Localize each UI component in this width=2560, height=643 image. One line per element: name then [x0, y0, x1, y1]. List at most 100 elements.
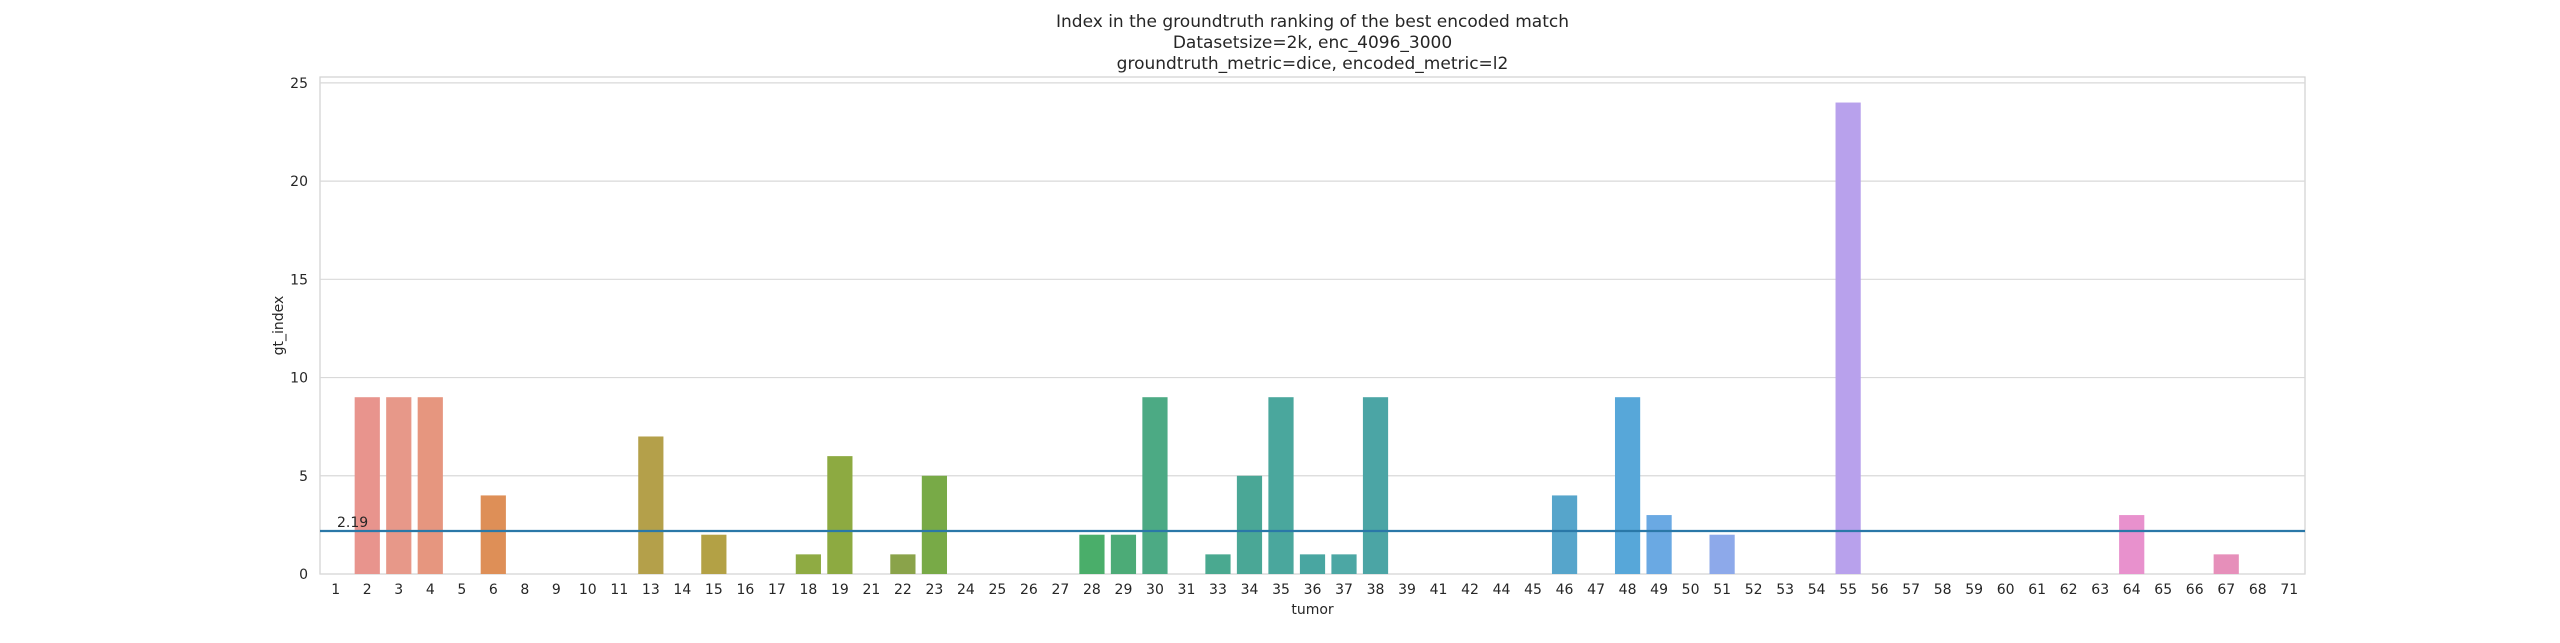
chart-title-line: groundtruth_metric=dice, encoded_metric=…: [1117, 54, 1509, 74]
x-tick-label: 60: [1997, 582, 2015, 598]
bar-19: [827, 456, 853, 574]
x-tick-label: 46: [1556, 582, 1574, 598]
chart-title-line: Datasetsize=2k, enc_4096_3000: [1173, 33, 1452, 53]
x-tick-label: 52: [1745, 582, 1763, 598]
x-tick-label: 14: [673, 582, 691, 598]
x-tick-label: 29: [1115, 582, 1133, 598]
x-tick-label: 36: [1304, 582, 1322, 598]
x-tick-label: 8: [520, 582, 529, 598]
chart-title: Index in the groundtruth ranking of the …: [1056, 12, 1569, 74]
x-tick-label: 17: [768, 582, 786, 598]
y-axis-label: gt_index: [271, 296, 287, 356]
x-tick-label: 53: [1776, 582, 1794, 598]
mean-hline-label: 2.19: [337, 515, 368, 531]
x-tick-label: 57: [1902, 582, 1920, 598]
x-tick-label: 15: [705, 582, 723, 598]
x-tick-label: 21: [862, 582, 880, 598]
bar-51: [1709, 534, 1735, 574]
x-tick-label: 44: [1493, 582, 1511, 598]
x-axis-label: tumor: [1291, 602, 1334, 618]
bar-30: [1142, 397, 1168, 574]
bar-49: [1646, 515, 1672, 574]
x-tick-label: 23: [925, 582, 943, 598]
x-tick-label: 6: [489, 582, 498, 598]
x-tick-label: 9: [552, 582, 561, 598]
y-tick-label: 25: [290, 76, 308, 92]
x-tick-label: 56: [1871, 582, 1889, 598]
bar-64: [2119, 515, 2145, 574]
bars: [354, 102, 2239, 575]
x-tick-label: 33: [1209, 582, 1227, 598]
x-tick-label: 2: [363, 582, 372, 598]
x-tick-label: 62: [2060, 582, 2078, 598]
x-tick-label: 61: [2028, 582, 2046, 598]
bar-28: [1079, 534, 1105, 574]
x-tick-label: 59: [1965, 582, 1983, 598]
x-tick-label: 35: [1272, 582, 1290, 598]
bar-2: [354, 397, 380, 574]
bar-18: [795, 554, 821, 574]
y-axis-ticks: 0 5 10 15 20 25: [290, 76, 308, 583]
bar-48: [1614, 397, 1641, 574]
x-tick-label: 4: [426, 582, 435, 598]
bar-37: [1331, 554, 1357, 574]
y-tick-label: 5: [299, 469, 308, 485]
x-tick-label: 38: [1367, 582, 1385, 598]
x-tick-label: 27: [1052, 582, 1070, 598]
bar-4: [417, 397, 443, 574]
x-axis-ticks: 1 2 3 4 5 6 8 9 10 11 13 14 15 16 17 18 19 21 22 23 24 25 26 27…: [331, 582, 2298, 598]
x-tick-label: 34: [1241, 582, 1259, 598]
x-tick-label: 18: [799, 582, 817, 598]
y-tick-label: 10: [290, 371, 308, 387]
x-tick-label: 13: [642, 582, 660, 598]
x-tick-label: 39: [1398, 582, 1416, 598]
x-tick-label: 54: [1808, 582, 1826, 598]
bar-34: [1236, 475, 1263, 574]
bar-6: [480, 495, 506, 574]
x-tick-label: 58: [1934, 582, 1952, 598]
x-tick-label: 50: [1682, 582, 1700, 598]
plot-area: [319, 76, 2306, 575]
x-tick-label: 19: [831, 582, 849, 598]
x-tick-label: 5: [457, 582, 466, 598]
x-tick-label: 41: [1430, 582, 1448, 598]
chart-title-line: Index in the groundtruth ranking of the …: [1056, 12, 1569, 32]
x-tick-label: 65: [2154, 582, 2172, 598]
x-tick-label: 26: [1020, 582, 1038, 598]
bar-46: [1551, 495, 1578, 574]
bar-67: [2213, 554, 2239, 574]
bar-13: [638, 436, 664, 574]
bar-35: [1268, 397, 1294, 574]
x-tick-label: 49: [1650, 582, 1668, 598]
bar-38: [1362, 397, 1389, 574]
x-tick-label: 67: [2217, 582, 2235, 598]
x-tick-label: 1: [331, 582, 340, 598]
x-tick-label: 22: [894, 582, 912, 598]
y-tick-label: 15: [290, 272, 308, 288]
x-tick-label: 63: [2091, 582, 2109, 598]
x-tick-label: 28: [1083, 582, 1101, 598]
x-tick-label: 48: [1619, 582, 1637, 598]
bar-22: [890, 554, 916, 574]
x-tick-label: 71: [2280, 582, 2298, 598]
x-tick-label: 31: [1178, 582, 1196, 598]
bar-55: [1835, 102, 1861, 575]
bar-33: [1205, 554, 1231, 574]
bar-23: [921, 475, 948, 574]
y-tick-label: 0: [299, 567, 308, 583]
x-tick-label: 45: [1524, 582, 1542, 598]
y-tick-label: 20: [290, 174, 308, 190]
x-tick-label: 10: [579, 582, 597, 598]
mean-line: 2.19: [320, 515, 2305, 533]
x-tick-label: 30: [1146, 582, 1164, 598]
x-tick-label: 37: [1335, 582, 1353, 598]
x-tick-label: 64: [2123, 582, 2141, 598]
bar-15: [701, 534, 727, 574]
x-tick-label: 16: [736, 582, 754, 598]
x-tick-label: 55: [1839, 582, 1857, 598]
x-tick-label: 51: [1713, 582, 1731, 598]
bar-3: [386, 397, 412, 574]
x-tick-label: 3: [394, 582, 403, 598]
x-tick-label: 66: [2186, 582, 2204, 598]
x-tick-label: 25: [989, 582, 1007, 598]
